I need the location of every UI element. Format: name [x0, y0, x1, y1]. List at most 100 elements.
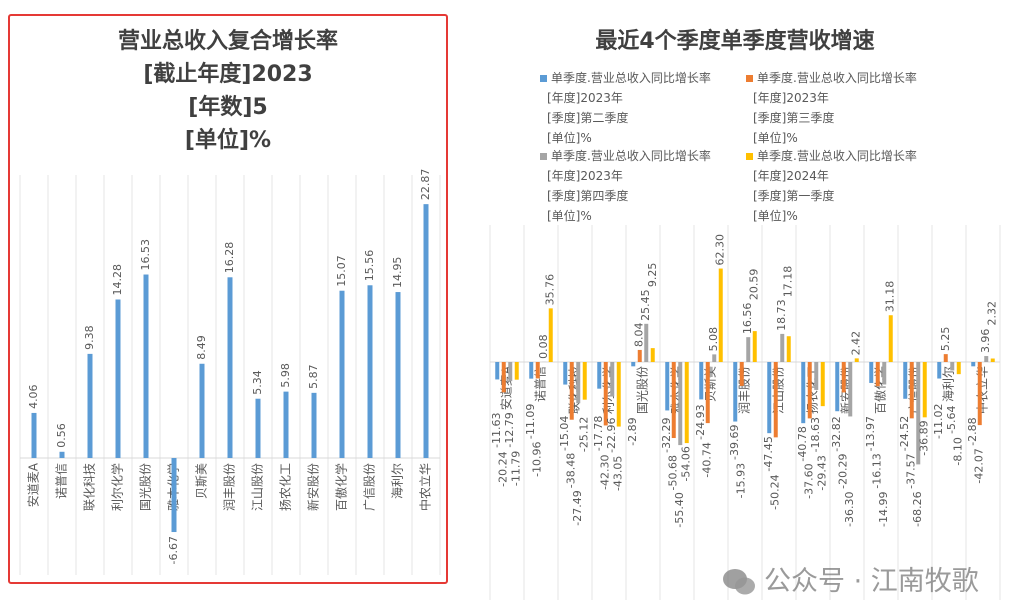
data-label: 20.59	[748, 269, 761, 301]
bar-联化科技-s0	[563, 362, 568, 385]
bar-海利尔-s3	[956, 362, 961, 375]
category-label: 润丰股份	[223, 463, 237, 511]
bar-广信股份-s3	[922, 362, 927, 418]
bar-广信股份	[367, 285, 373, 458]
data-label: 16.56	[741, 303, 754, 335]
data-label: -24.52	[898, 416, 911, 451]
bar-贝斯美-s0	[699, 362, 704, 400]
bar-国光股份-s2	[644, 323, 649, 362]
category-label: 诺普信	[534, 366, 548, 402]
data-label: -5.64	[945, 405, 958, 433]
bar-江山股份-s1	[773, 362, 778, 438]
bar-安道麦A-s2	[508, 362, 513, 382]
data-label: 25.45	[639, 289, 652, 321]
data-label: 0.08	[537, 334, 550, 359]
bar-百傲化学-s3	[888, 315, 893, 362]
data-label: 31.18	[884, 281, 897, 313]
data-label: 16.53	[139, 239, 152, 271]
bar-联化科技-s1	[569, 362, 574, 420]
data-label: -32.29	[660, 417, 673, 452]
legend-entry: [季度]第三季度	[753, 110, 834, 125]
bar-润丰股份-s1	[739, 362, 744, 386]
bar-中农立华	[423, 204, 429, 458]
bar-雅本化学-s3	[684, 362, 689, 444]
data-label: 16.28	[223, 242, 236, 274]
data-label: -11.79	[510, 451, 523, 486]
bar-扬农化工-s2	[814, 362, 819, 390]
data-label: -55.40	[673, 492, 686, 527]
data-label: -50.24	[769, 474, 782, 509]
data-label: 2.42	[850, 331, 863, 356]
data-label: 8.04	[633, 322, 646, 347]
bar-雅本化学-s2	[678, 362, 683, 446]
bar-扬农化工-s1	[807, 362, 812, 419]
data-label: -16.13	[871, 453, 884, 488]
legend-entry: [年度]2024年	[753, 168, 829, 183]
data-label: -42.30	[599, 454, 612, 489]
data-label: 3.96	[979, 329, 992, 354]
data-label: -36.89	[918, 420, 931, 455]
bar-新安股份-s2	[848, 362, 853, 417]
data-label: 15.56	[363, 250, 376, 282]
data-label: 14.28	[111, 264, 124, 296]
data-label: -68.26	[911, 491, 924, 526]
data-label: -14.99	[877, 491, 890, 526]
data-label: -8.10	[952, 437, 965, 465]
bar-百傲化学-s2	[882, 362, 887, 385]
category-label: 扬农化工	[278, 463, 293, 511]
data-label: 15.07	[335, 255, 348, 287]
bar-中农立华-s3	[990, 358, 995, 362]
bar-诺普信-s1	[535, 362, 540, 379]
data-label: -38.48	[565, 453, 578, 488]
data-label: -20.24	[497, 451, 510, 486]
bar-国光股份	[143, 274, 149, 458]
bar-润丰股份	[227, 277, 233, 458]
category-label: 江山股份	[251, 463, 265, 511]
bar-贝斯美-s3	[718, 268, 723, 362]
legend-entry: [季度]第一季度	[753, 188, 834, 203]
data-label: -20.29	[837, 453, 850, 488]
bar-中农立华-s1	[977, 362, 982, 426]
category-label: 广信股份	[363, 463, 377, 511]
legend-entry: [单位]%	[753, 208, 798, 223]
bar-国光股份-s3	[650, 348, 655, 362]
data-label: 17.18	[782, 266, 795, 298]
data-label: -15.04	[558, 416, 571, 451]
data-label: -37.60	[803, 463, 816, 498]
data-label: -39.69	[728, 425, 741, 460]
category-label: 诺普信	[55, 463, 69, 499]
bar-新安股份-s3	[854, 358, 859, 362]
data-label: 22.87	[419, 169, 432, 201]
data-label: -25.12	[578, 417, 591, 452]
bar-新安股份	[311, 392, 317, 458]
legend-swatch	[746, 75, 753, 82]
bar-润丰股份-s2	[746, 337, 751, 362]
bar-润丰股份-s0	[733, 362, 738, 422]
data-label: -43.05	[612, 456, 625, 491]
data-label: -15.93	[735, 463, 748, 498]
bar-扬农化工-s3	[820, 362, 825, 407]
left-chart-title-line: 营业总收入复合增长率	[118, 28, 338, 54]
data-label: 5.34	[251, 370, 264, 395]
data-label: 2.32	[986, 301, 999, 326]
bar-雅本化学-s1	[671, 362, 676, 439]
data-label: -27.49	[571, 490, 584, 525]
data-label: -40.74	[701, 442, 714, 477]
watermark-text: 公众号 · 江南牧歌	[764, 566, 979, 597]
legend-entry: [年度]2023年	[753, 90, 829, 105]
bar-安道麦A-s0	[495, 362, 500, 380]
data-label: 14.95	[391, 257, 404, 289]
data-label: -22.96	[605, 417, 618, 452]
bar-联化科技	[87, 353, 93, 458]
bar-百傲化学	[339, 290, 345, 458]
legend-entry: [年度]2023年	[547, 90, 623, 105]
bar-诺普信	[59, 451, 65, 458]
bar-百傲化学-s1	[875, 362, 880, 387]
bar-扬农化工-s0	[801, 362, 806, 424]
bar-扬农化工	[283, 391, 289, 458]
bar-江山股份-s2	[780, 333, 785, 362]
bar-诺普信-s0	[529, 362, 534, 379]
legend-entry: [单位]%	[547, 208, 592, 223]
legend-entry: [季度]第四季度	[547, 188, 628, 203]
bar-国光股份-s0	[631, 362, 636, 367]
